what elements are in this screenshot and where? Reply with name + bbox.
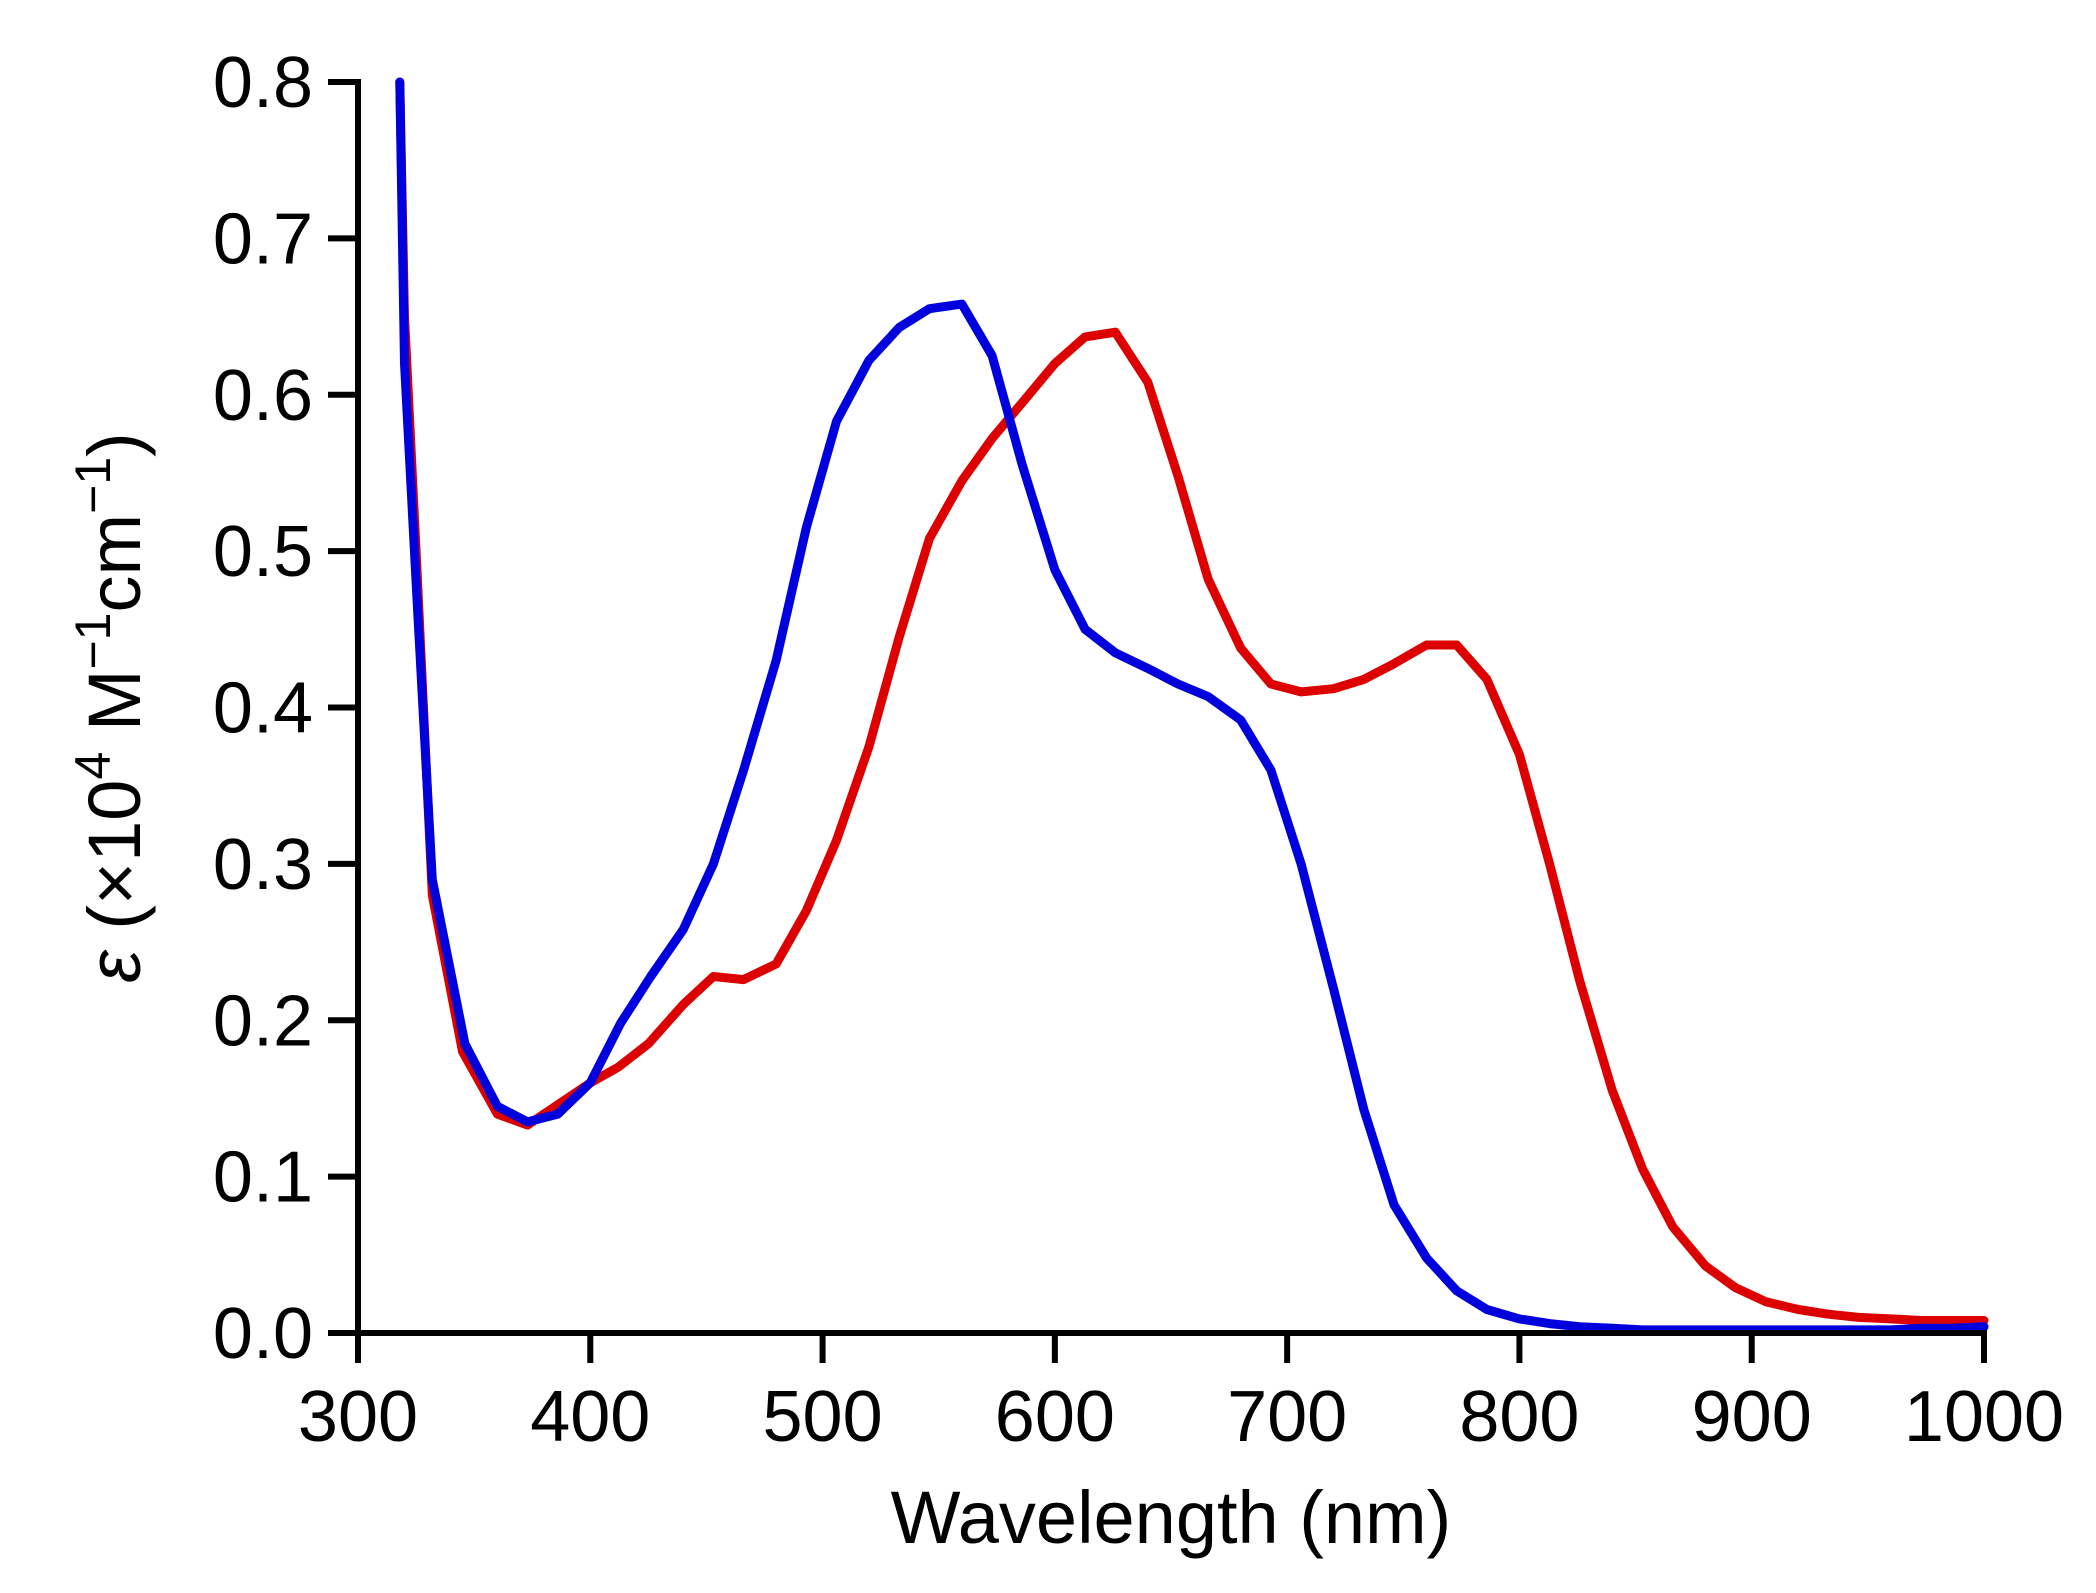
x-tick-label: 800 xyxy=(1459,1377,1579,1457)
x-tick-label: 300 xyxy=(298,1377,418,1457)
x-axis-label: Wavelength (nm) xyxy=(891,1476,1452,1559)
y-tick-label: 0.5 xyxy=(213,512,313,592)
series-line-2 xyxy=(395,77,1989,1335)
y-ticks: 0.0 0.1 0.2 0.3 0.4 0.5 0.6 0.7 0.8 xyxy=(213,43,358,1374)
x-tick-label: 500 xyxy=(763,1377,883,1457)
y-axis-unit2: cm xyxy=(73,514,156,613)
y-tick-label: 0.4 xyxy=(213,669,313,749)
y-axis-exp2: −1 xyxy=(65,613,121,670)
y-tick-label: 0.7 xyxy=(213,199,313,279)
y-axis-close: ) xyxy=(73,432,156,457)
x-tick-label: 400 xyxy=(530,1377,650,1457)
y-tick-label: 0.8 xyxy=(213,43,313,123)
y-axis-symbol: ε xyxy=(73,949,156,983)
series-line-1 xyxy=(395,77,1989,1325)
axes-layer xyxy=(355,79,1987,1336)
y-tick-label: 0.3 xyxy=(213,825,313,905)
x-tick-label: 900 xyxy=(1692,1377,1812,1457)
x-tick-label: 1000 xyxy=(1904,1377,2064,1457)
y-axis-exp3: −1 xyxy=(65,457,121,514)
y-tick-label: 0.0 xyxy=(213,1294,313,1374)
y-axis-exp1: 4 xyxy=(65,752,121,780)
y-tick-label: 0.1 xyxy=(213,1138,313,1218)
x-tick-label: 600 xyxy=(995,1377,1115,1457)
x-ticks: 300 400 500 600 700 800 900 1000 xyxy=(298,1333,2064,1457)
y-axis-label: ε (×104 M−1cm−1) xyxy=(65,432,156,983)
y-tick-label: 0.2 xyxy=(213,981,313,1061)
y-tick-label: 0.6 xyxy=(213,356,313,436)
series-layer xyxy=(395,77,1989,1335)
x-tick-label: 700 xyxy=(1227,1377,1347,1457)
y-axis-open: (×10 xyxy=(73,780,156,951)
y-axis-unit1: M xyxy=(73,670,156,752)
